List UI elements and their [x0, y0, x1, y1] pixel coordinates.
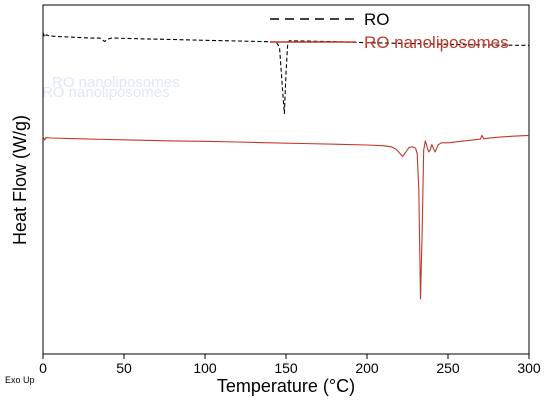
x-tick-label-200: 200: [355, 360, 379, 376]
x-tick-label-250: 250: [436, 360, 460, 376]
x-tick-label-150: 150: [274, 360, 298, 376]
watermark-line-2: RO nanoliposomes: [42, 84, 170, 101]
plot-frame: [42, 4, 530, 355]
x-tick-label-100: 100: [193, 360, 217, 376]
watermark-line-1: RO nanoliposomes: [52, 74, 180, 91]
series-line-ro-nanoliposomes: [42, 134, 530, 300]
x-tick-layer: 0 50 100 150 200 250 300: [39, 354, 541, 376]
x-tick-label-0: 0: [39, 360, 47, 376]
y-axis-title: Heat Flow (W/g): [10, 115, 30, 245]
legend-label-ro: RO: [364, 10, 390, 29]
x-axis-title: Temperature (°C): [217, 376, 355, 396]
x-tick-label-50: 50: [116, 360, 132, 376]
x-tick-label-300: 300: [517, 360, 541, 376]
legend-label-ro-nanoliposomes: RO nanoliposomes: [364, 33, 509, 52]
series-layer: [42, 32, 530, 300]
series-line-ro: [42, 32, 530, 114]
exo-up-note: Exo Up: [5, 375, 35, 385]
legend: RO RO nanoliposomes: [270, 10, 509, 52]
